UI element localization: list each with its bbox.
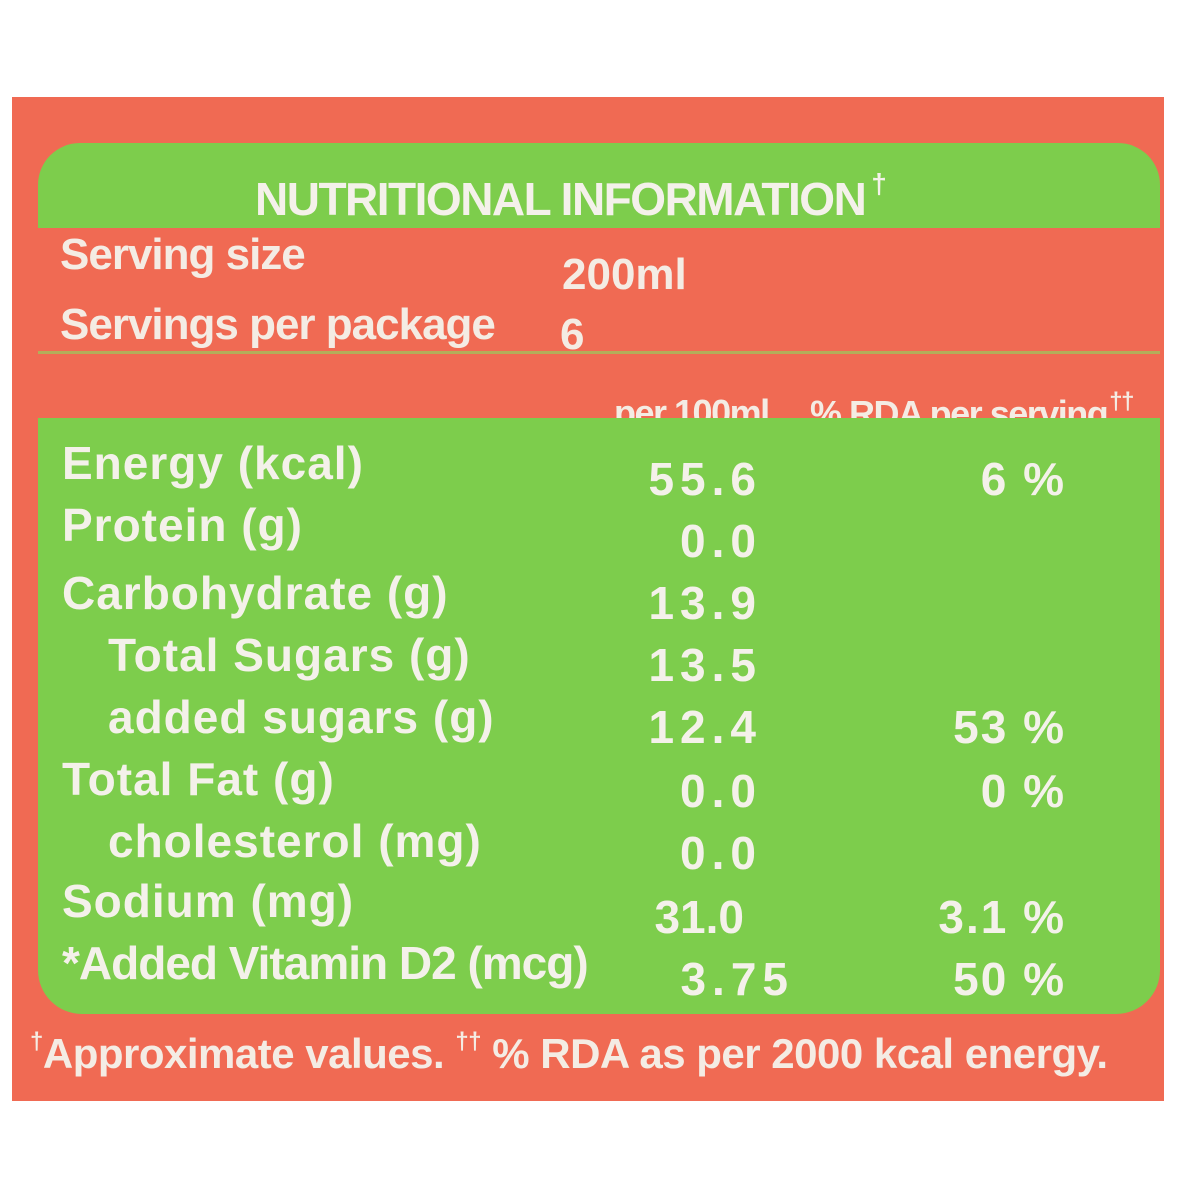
serving-size-label: Serving size [60,230,306,279]
footnote-mark-dagger: † [30,1028,43,1055]
title-text: NUTRITIONAL INFORMATION [255,173,867,225]
nutrient-name: Protein (g) [62,499,303,551]
nutrition-title: NUTRITIONAL INFORMATION † [255,168,887,226]
nutrient-value: 3.75 [680,953,794,1005]
nutrient-rda: 0 % [980,765,1066,817]
nutrient-name: Total Sugars (g) [108,629,471,681]
footnote-mark-double-dagger: †† [455,1028,482,1055]
nutrient-name: added sugars (g) [108,691,495,743]
nutrient-value: 0.0 [680,515,762,567]
footnote-approx-text: Approximate values. [42,1030,445,1077]
nutrient-table [38,418,1160,1014]
nutrient-value: 13.9 [648,577,762,629]
nutrient-name: cholesterol (mg) [108,815,482,867]
nutrient-value: 13.5 [648,639,762,691]
footnote-rda-text: % RDA as per 2000 kcal energy. [492,1030,1108,1077]
nutrient-name: Total Fat (g) [62,753,335,805]
nutrient-name: Energy (kcal) [62,437,364,489]
nutrient-rda: 6 % [980,453,1066,505]
nutrient-rda: 53 % [953,701,1066,753]
nutrient-rda: 50 % [953,953,1066,1005]
nutrient-name: Sodium (mg) [62,875,355,927]
nutrient-name: *Added Vitamin D2 (mcg) [62,937,589,989]
nutrient-value: 55.6 [648,453,762,505]
column-header-rda-mark: †† [1109,388,1134,415]
title-band [38,143,1160,228]
footnote: †Approximate values. †† % RDA as per 200… [30,1028,1108,1078]
servings-per-package-label: Servings per package [60,300,496,349]
divider-line [38,351,1160,354]
nutrient-rda: 3.1 % [938,891,1066,943]
title-dagger: † [871,167,887,199]
nutrient-value: 12.4 [648,701,762,753]
serving-size-value: 200ml [562,250,687,299]
nutrient-value: 0.0 [680,827,762,879]
nutrient-name: Carbohydrate (g) [62,567,449,619]
servings-per-package-value: 6 [560,310,585,359]
nutrient-value: 0.0 [680,765,762,817]
nutrient-value: 31.0 [654,891,744,943]
